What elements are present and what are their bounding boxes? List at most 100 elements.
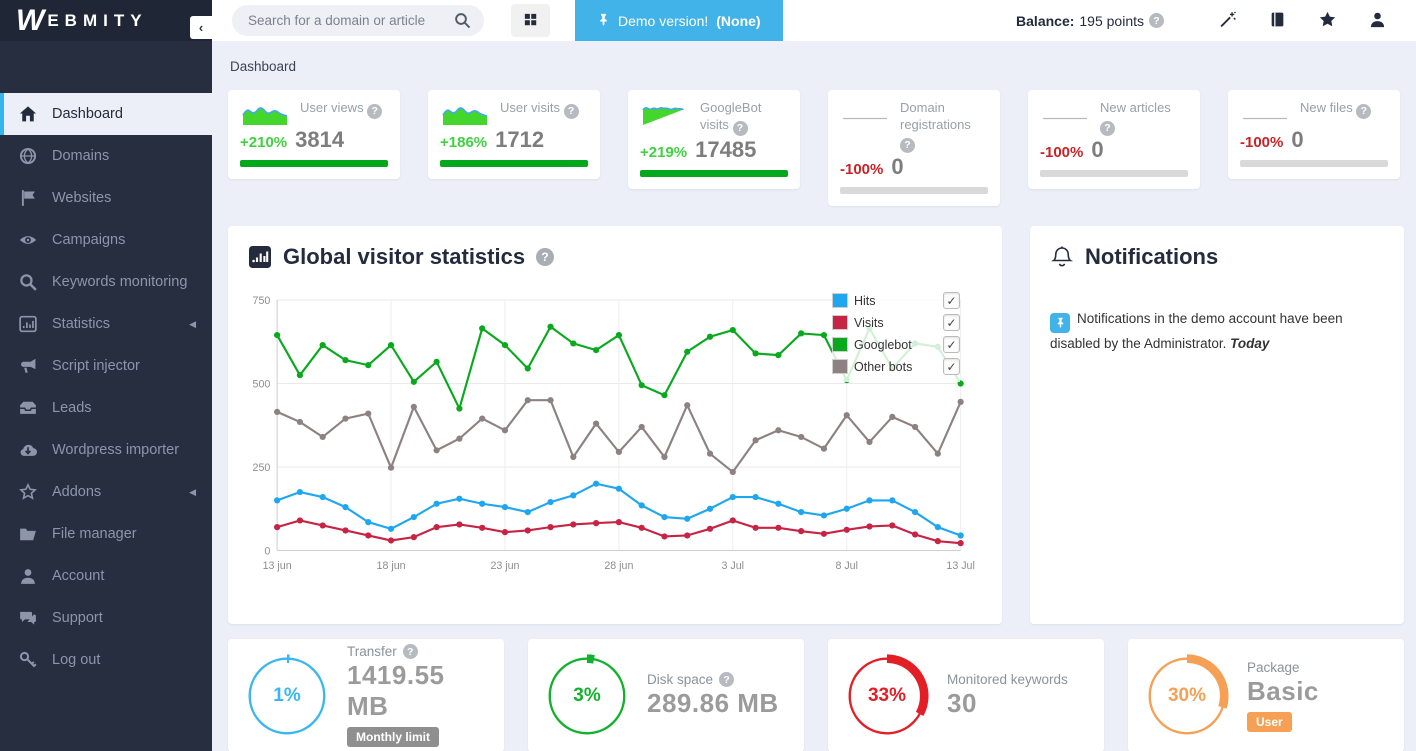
help-icon[interactable]: ?	[719, 672, 735, 688]
brand-logo[interactable]: W EBMITY	[0, 0, 212, 41]
stat-label: Domain registrations ?	[900, 100, 988, 154]
legend-label: Other bots	[854, 359, 913, 374]
sidebar-item-wordpress-importer[interactable]: Wordpress importer	[0, 429, 212, 471]
notifications-title-text: Notifications	[1085, 244, 1219, 270]
sidebar-item-campaigns[interactable]: Campaigns	[0, 219, 212, 261]
help-icon[interactable]: ?	[1100, 121, 1115, 137]
sidebar-item-statistics[interactable]: Statistics ◀	[0, 303, 212, 345]
stat-card-user-views[interactable]: User views ? +210% 3814	[228, 90, 400, 179]
keywords-percent: 33%	[867, 684, 907, 706]
help-icon[interactable]: ?	[1356, 104, 1372, 120]
notifications-panel: Notifications Notifications in the demo …	[1030, 226, 1404, 625]
svg-text:8 Jul: 8 Jul	[835, 560, 858, 572]
disk-space-donut: 3%	[544, 653, 630, 739]
chart-panel-title: Global visitor statistics ?	[248, 244, 982, 270]
svg-text:13 jun: 13 jun	[263, 560, 292, 572]
search-icon[interactable]	[454, 12, 471, 29]
other-bots-swatch-icon	[832, 359, 848, 375]
sidebar-nav: Dashboard Domains Websites Campaigns Key…	[0, 93, 212, 681]
sidebar-item-label: Wordpress importer	[52, 442, 180, 458]
sidebar-item-keywords-monitoring[interactable]: Keywords monitoring	[0, 261, 212, 303]
stat-value: 3814	[295, 127, 345, 152]
transfer-donut: 1%	[244, 653, 330, 739]
stat-percent: -100%	[840, 161, 884, 179]
transfer-value: 1419.55 MB	[347, 660, 445, 722]
help-icon[interactable]: ?	[536, 248, 555, 267]
help-icon[interactable]: ?	[563, 104, 579, 120]
sidebar-item-addons[interactable]: Addons ◀	[0, 471, 212, 513]
sidebar-item-label: Statistics	[52, 316, 111, 332]
bar-chart-icon	[19, 315, 37, 333]
brand-logo-w: W	[16, 3, 46, 37]
sidebar-item-label: Log out	[52, 652, 101, 668]
keywords-value: 30	[947, 688, 977, 719]
sidebar-item-label: Dashboard	[52, 106, 123, 122]
header-right: Balance: 195 points ?	[1016, 11, 1416, 31]
svg-text:28 jun: 28 jun	[604, 560, 633, 572]
help-icon[interactable]: ?	[367, 104, 383, 120]
help-icon[interactable]: ?	[402, 644, 418, 660]
svg-text:23 jun: 23 jun	[490, 560, 519, 572]
star-icon[interactable]	[1312, 11, 1342, 31]
sidebar-item-label: Script injector	[52, 358, 140, 374]
sidebar-item-file-manager[interactable]: File manager	[0, 513, 212, 555]
visits-checkbox[interactable]: ✓	[943, 314, 960, 332]
submenu-arrow-icon: ◀	[189, 486, 196, 497]
key-icon	[19, 651, 37, 669]
sidebar-item-support[interactable]: Support	[0, 597, 212, 639]
stat-progress-bar	[640, 170, 788, 178]
sidebar-item-label: Account	[52, 568, 105, 584]
keywords-label: Monitored keywords	[947, 672, 1068, 688]
sidebar-item-domains[interactable]: Domains	[0, 135, 212, 177]
stat-card-user-visits[interactable]: User visits ? +186% 1712	[428, 90, 600, 179]
hits-checkbox[interactable]: ✓	[943, 292, 960, 310]
googlebot-checkbox[interactable]: ✓	[943, 336, 960, 354]
flag-icon	[19, 189, 37, 207]
stat-progress-bar	[840, 187, 988, 195]
disk-space-card[interactable]: 3% Disk space? 289.86 MB	[528, 639, 804, 751]
sidebar-collapse-button[interactable]: ‹	[190, 16, 212, 39]
globe-icon	[19, 147, 37, 165]
stat-value: 17485	[695, 137, 757, 163]
package-percent: 30%	[1167, 684, 1207, 706]
sidebar-item-leads[interactable]: Leads	[0, 387, 212, 429]
user-badge: User	[1247, 711, 1292, 732]
sidebar-item-websites[interactable]: Websites	[0, 177, 212, 219]
sidebar-item-label: Leads	[52, 400, 92, 416]
notification-item: Notifications in the demo account have b…	[1050, 308, 1384, 355]
sidebar-item-label: Keywords monitoring	[52, 274, 188, 290]
breadcrumb: Dashboard	[230, 59, 297, 74]
legend-label: Visits	[854, 315, 884, 330]
sidebar-item-script-injector[interactable]: Script injector	[0, 345, 212, 387]
package-label: Package	[1247, 659, 1300, 675]
stat-card-googlebot-visits[interactable]: GoogleBot visits ? +219% 17485	[628, 90, 800, 190]
help-icon[interactable]: ?	[1149, 13, 1164, 28]
sparkline-flat-icon	[843, 117, 887, 120]
help-icon[interactable]: ?	[732, 121, 748, 137]
package-card[interactable]: 30% Package Basic User	[1128, 639, 1404, 751]
demo-version-button[interactable]: Demo version! (None)	[575, 0, 783, 41]
sidebar-item-label: Websites	[52, 190, 112, 206]
legend-row-hits: Hits ✓	[832, 292, 960, 310]
apps-grid-button[interactable]	[511, 4, 550, 37]
user-icon[interactable]	[1362, 11, 1392, 31]
inbox-icon	[19, 399, 37, 417]
stat-card-new-articles[interactable]: New articles ? -100% 0	[1028, 90, 1200, 190]
help-icon[interactable]: ?	[900, 138, 915, 154]
transfer-card[interactable]: 1% Transfer? 1419.55 MB Monthly limit	[228, 639, 504, 751]
top-header: Demo version! (None) Balance: 195 points…	[212, 0, 1416, 41]
sidebar-item-dashboard[interactable]: Dashboard	[0, 93, 212, 135]
monitored-keywords-card[interactable]: 33% Monitored keywords 30	[828, 639, 1104, 751]
package-donut: 30%	[1144, 653, 1230, 739]
other-bots-checkbox[interactable]: ✓	[943, 358, 960, 376]
cloud-download-icon	[19, 441, 37, 459]
book-icon[interactable]	[1262, 11, 1292, 31]
wand-icon[interactable]	[1212, 11, 1242, 31]
stat-card-domain-registrations[interactable]: Domain registrations ? -100% 0	[828, 90, 1000, 207]
sidebar-item-log-out[interactable]: Log out	[0, 639, 212, 681]
search-input[interactable]	[232, 5, 484, 36]
sidebar-item-account[interactable]: Account	[0, 555, 212, 597]
googlebot-swatch-icon	[832, 337, 848, 353]
stat-card-new-files[interactable]: New files ? -100% 0	[1228, 90, 1400, 179]
package-value: Basic	[1247, 675, 1319, 706]
